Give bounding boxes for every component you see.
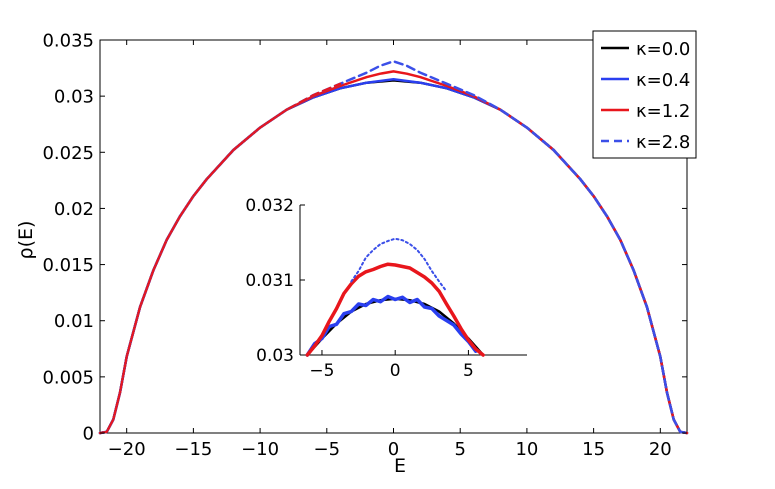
main-x-tick-label: 15 — [582, 439, 605, 460]
main-x-tick-label: 5 — [454, 439, 465, 460]
main-tick-labels: −20 −15 −10 −5 0 5 10 15 20 0 0.005 0.01 0.015 0.02 0.… — [42, 30, 671, 460]
legend: κ=0.0 κ=0.4 κ=1.2 κ=2.8 — [592, 30, 697, 159]
main-y-tick-label: 0.005 — [42, 367, 94, 388]
inset-x-tick-label: 0 — [390, 361, 401, 381]
main-x-tick-label: −15 — [174, 439, 212, 460]
legend-item-kappa-28: κ=2.8 — [601, 132, 690, 153]
main-x-tick-label: 20 — [649, 439, 672, 460]
y-axis-label: ρ(E) — [15, 221, 37, 260]
inset-y-tick-label: 0.031 — [245, 271, 294, 291]
inset-ticks — [300, 204, 469, 356]
legend-box — [592, 30, 697, 159]
inset-chart: −5 0 5 0.03 0.031 0.032 — [245, 196, 527, 381]
inset-y-tick-label: 0.03 — [256, 346, 294, 366]
main-series-line-5 — [98, 82, 342, 435]
legend-label: κ=0.0 — [636, 39, 690, 60]
main-chart: −20 −15 −10 −5 0 5 10 15 20 0 0.005 0.01 0.015 0.02 0.… — [15, 30, 689, 477]
main-y-tick-label: 0 — [83, 423, 94, 444]
main-x-tick-label: −20 — [108, 439, 146, 460]
inset-series-line-4 — [350, 237, 448, 293]
legend-label: κ=1.2 — [636, 101, 690, 122]
inset-tick-labels: −5 0 5 0.03 0.031 0.032 — [245, 196, 474, 381]
main-x-tick-label: 10 — [515, 439, 538, 460]
main-x-tick-label: −10 — [241, 439, 279, 460]
main-y-tick-label: 0.01 — [54, 311, 94, 332]
main-y-tick-label: 0.025 — [42, 143, 94, 164]
x-axis-label: E — [394, 455, 406, 477]
legend-item-kappa-00: κ=0.0 — [601, 39, 690, 60]
inset-series-line-3 — [305, 262, 485, 357]
inset-series-line-2 — [305, 294, 478, 357]
inset-x-tick-label: 5 — [463, 361, 474, 381]
main-y-tick-label: 0.03 — [54, 87, 94, 108]
inset-lines — [305, 237, 485, 357]
legend-item-kappa-12: κ=1.2 — [601, 101, 690, 122]
legend-label: κ=2.8 — [636, 132, 690, 153]
inset-y-tick-label: 0.032 — [245, 196, 294, 216]
main-lines — [98, 60, 689, 435]
main-y-tick-label: 0.035 — [42, 30, 94, 51]
legend-item-kappa-04: κ=0.4 — [601, 70, 690, 91]
main-x-tick-label: −5 — [314, 439, 341, 460]
main-y-tick-label: 0.015 — [42, 255, 94, 276]
legend-label: κ=0.4 — [636, 70, 690, 91]
inset-x-tick-label: −5 — [309, 361, 334, 381]
main-x-tick-label: 0 — [388, 439, 399, 460]
inset-plot-area — [300, 205, 527, 355]
main-y-tick-label: 0.02 — [54, 199, 94, 220]
